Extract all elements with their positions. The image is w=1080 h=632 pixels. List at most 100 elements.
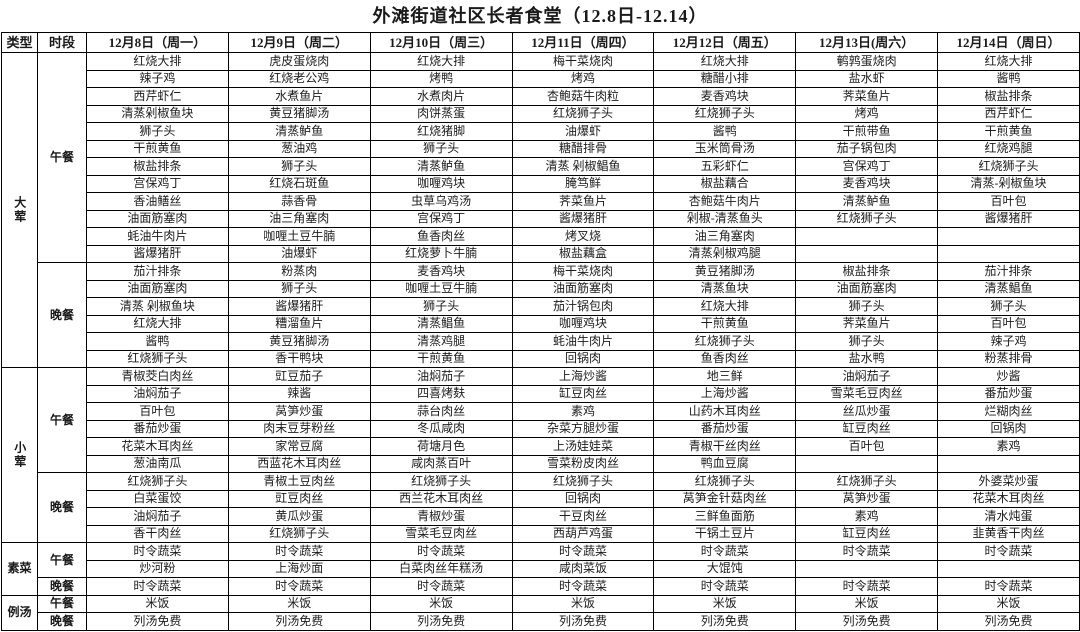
dish-cell: 杂菜方腿炒蛋 <box>511 419 655 438</box>
dish-cell: 清蒸 剁椒鱼块 <box>86 297 229 316</box>
dish-cell: 豇豆肉丝 <box>227 489 371 508</box>
dish-cell: 时令蔬菜 <box>511 542 655 561</box>
menu-row: 蚝油牛肉片 咖喱土豆牛腩 鱼香肉丝 烤叉烧 油三角塞肉 <box>2 227 1080 246</box>
dish-cell: 清蒸鲳鱼 <box>369 314 513 333</box>
category-label: 大荤 <box>1 52 38 368</box>
dish-cell: 列汤免费 <box>227 612 371 631</box>
dish-cell: 素鸡 <box>937 437 1080 456</box>
dish-cell: 宫保鸡丁 <box>795 157 939 176</box>
dish-cell: 玉米筒骨汤 <box>653 139 797 158</box>
dish-cell: 清蒸-剁椒鱼块 <box>937 174 1080 193</box>
dish-cell: 五彩虾仁 <box>653 157 797 176</box>
dish-cell: 清蒸 剁椒鲳鱼 <box>511 157 655 176</box>
dish-cell: 宫保鸡丁 <box>86 174 229 193</box>
dish-cell: 狮子头 <box>937 297 1080 316</box>
dish-cell: 红烧狮子头 <box>795 472 939 491</box>
dish-cell: 米饭 <box>227 594 371 613</box>
meal-label: 晚餐 <box>37 612 87 631</box>
dish-cell: 烤鸡 <box>795 104 939 123</box>
dish-cell: 干锅土豆片 <box>653 524 797 543</box>
dish-cell: 时令蔬菜 <box>227 577 371 596</box>
dish-cell: 茄汁锅包肉 <box>511 297 655 316</box>
dish-cell: 烂糊肉丝 <box>937 402 1080 421</box>
dish-cell: 鹌鹑蛋烧肉 <box>795 52 939 71</box>
dish-cell: 水煮肉片 <box>369 87 513 106</box>
dish-cell: 红烧鸡腿 <box>937 139 1080 158</box>
dish-cell: 豇豆茄子 <box>227 367 371 386</box>
dish-cell: 时令蔬菜 <box>653 542 797 561</box>
dish-cell: 麦香鸡块 <box>653 87 797 106</box>
dish-cell: 茄汁排条 <box>86 262 229 281</box>
dish-cell: 红烧狮子头 <box>653 104 797 123</box>
dish-cell: 白菜肉丝年糕汤 <box>369 559 513 578</box>
dish-cell: 椒盐排条 <box>937 87 1080 106</box>
dish-cell: 干煎黄鱼 <box>86 139 229 158</box>
dish-cell: 鱼香肉丝 <box>653 349 797 368</box>
dish-cell: 红烧狮子头 <box>795 209 939 228</box>
dish-cell: 黄豆猪脚汤 <box>227 332 371 351</box>
menu-row: 葱油南瓜 西蓝花木耳肉丝 咸肉蒸百叶 雪菜粉皮肉丝 鸭血豆腐 <box>2 454 1080 473</box>
dish-cell <box>937 454 1080 473</box>
dish-cell: 盐水虾 <box>795 69 939 88</box>
dish-cell: 地三鲜 <box>653 367 797 386</box>
dish-cell: 酱鸭 <box>937 69 1080 88</box>
col-header-day-mon: 12月8日（周一） <box>86 32 229 53</box>
dish-cell: 荠菜鱼片 <box>795 87 939 106</box>
dish-cell: 狮子头 <box>369 139 513 158</box>
dish-cell: 清蒸鸡腿 <box>369 332 513 351</box>
dish-cell: 烤叉烧 <box>511 227 655 246</box>
dish-cell: 清蒸鲈鱼 <box>369 157 513 176</box>
dish-cell: 大馄饨 <box>653 559 797 578</box>
dish-cell <box>795 454 939 473</box>
dish-cell: 红烧狮子头 <box>369 472 513 491</box>
dish-cell: 番茄炒蛋 <box>937 384 1080 403</box>
dish-cell: 花菜木耳肉丝 <box>86 437 229 456</box>
menu-row: 干煎黄鱼 葱油鸡 狮子头 糖醋排骨 玉米筒骨汤 茄子锅包肉 红烧鸡腿 <box>2 139 1080 158</box>
dish-cell: 时令蔬菜 <box>795 542 939 561</box>
category-label: 素菜 <box>1 542 38 596</box>
dish-cell: 麦香鸡块 <box>369 262 513 281</box>
dish-cell: 烤鸭 <box>369 69 513 88</box>
dish-cell: 百叶包 <box>937 314 1080 333</box>
dish-cell: 清蒸鲈鱼 <box>795 192 939 211</box>
col-header-day-thu: 12月11日（周四） <box>511 32 655 53</box>
dish-cell: 咖喱鸡块 <box>369 174 513 193</box>
dish-cell: 花菜木耳肉丝 <box>937 489 1080 508</box>
page-title: 外滩街道社区长者食堂（12.8日-12.14） <box>372 6 708 26</box>
dish-cell: 红烧大排 <box>369 52 513 71</box>
dish-cell: 油焖茄子 <box>795 367 939 386</box>
meal-label: 午餐 <box>37 52 87 263</box>
dish-cell: 西兰花木耳肉丝 <box>369 489 513 508</box>
dish-cell: 红烧猪脚 <box>369 122 513 141</box>
dish-cell: 鸭血豆腐 <box>653 454 797 473</box>
dish-cell: 红烧狮子头 <box>511 104 655 123</box>
dish-cell: 香油鳝丝 <box>86 192 229 211</box>
menu-row: 例汤 午餐 米饭 米饭 米饭 米饭 米饭 米饭 米饭 <box>1 594 1080 631</box>
meal-label: 午餐 <box>37 594 87 613</box>
dish-cell: 辣酱 <box>227 384 371 403</box>
dish-cell: 缸豆肉丝 <box>795 524 939 543</box>
dish-cell: 酱爆猪肝 <box>511 209 655 228</box>
dish-cell: 油三角塞肉 <box>653 227 797 246</box>
dish-cell: 时令蔬菜 <box>227 542 371 561</box>
dish-cell: 清蒸鲈鱼 <box>227 122 371 141</box>
menu-row: 小荤 午餐 青椒茭白肉丝 豇豆茄子 油焖茄子 上海炒酱 地三鲜 油焖茄子 炒酱 <box>1 367 1080 543</box>
dish-cell: 时令蔬菜 <box>86 577 229 596</box>
dish-cell: 红烧石斑鱼 <box>227 174 371 193</box>
col-header-day-tue: 12月9日（周二） <box>227 32 371 53</box>
col-header-day-sun: 12月14日（周日） <box>937 32 1080 53</box>
dish-cell: 上海炒面 <box>227 559 371 578</box>
dish-cell: 回锅肉 <box>937 419 1080 438</box>
menu-row: 白菜蛋饺 豇豆肉丝 西兰花木耳肉丝 回锅肉 莴笋金针菇肉丝 莴笋炒蛋 花菜木耳肉丝 <box>2 489 1080 508</box>
dish-cell: 辣子鸡 <box>86 69 229 88</box>
dish-cell: 麦香鸡块 <box>795 174 939 193</box>
dish-cell: 红烧狮子头 <box>227 524 371 543</box>
dish-cell: 酱爆猪肝 <box>937 209 1080 228</box>
dish-cell: 蚝油牛肉片 <box>511 332 655 351</box>
dish-cell: 虫草乌鸡汤 <box>369 192 513 211</box>
dish-cell: 干煎黄鱼 <box>653 314 797 333</box>
dish-cell: 素鸡 <box>795 507 939 526</box>
dish-cell: 椒盐排条 <box>86 157 229 176</box>
dish-cell: 椒盐藕盒 <box>511 244 655 263</box>
dish-cell: 红烧老公鸡 <box>227 69 371 88</box>
